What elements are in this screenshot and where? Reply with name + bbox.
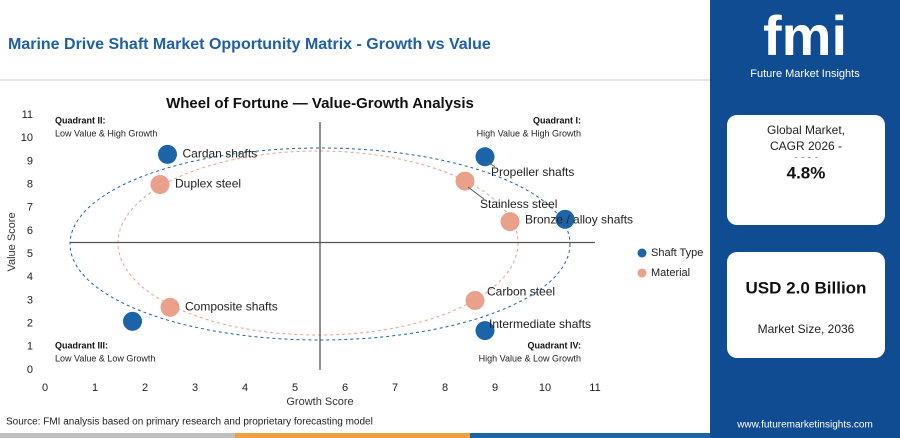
chart-title: Wheel of Fortune — Value-Growth Analysis: [166, 95, 474, 112]
y-tick-label: 5: [27, 248, 33, 260]
x-tick-label: 0: [42, 382, 48, 394]
data-point: [500, 212, 520, 232]
y-tick-label: 0: [27, 364, 33, 376]
point-label: Composite shafts: [185, 300, 278, 314]
x-tick-label: 3: [192, 382, 198, 394]
point-label: Stainless steel: [480, 197, 557, 211]
legend-marker: [637, 248, 647, 258]
data-point: [475, 321, 495, 341]
y-tick-label: 10: [21, 132, 33, 144]
card-label-box: Global Market, CAGR 2026 - 2036: [766, 123, 846, 158]
y-axis-label: Value Score: [6, 212, 18, 271]
stat-card: [727, 252, 885, 358]
x-tick-label: 7: [392, 382, 398, 394]
page-title: Marine Drive Shaft Market Opportunity Ma…: [8, 36, 491, 53]
point-label: Bronze / alloy shafts: [525, 212, 633, 226]
y-tick-label: 1: [27, 341, 33, 353]
quadrant-subtitle: High Value & Low Growth: [479, 353, 581, 363]
x-tick-label: 1: [92, 382, 98, 394]
point-label: Cardan shafts: [183, 147, 258, 161]
point-label: Propeller shafts: [491, 165, 574, 179]
y-tick-label: 3: [27, 294, 33, 306]
card-label: Global Market, CAGR 2026 - 2036: [766, 123, 846, 158]
x-tick-label: 6: [342, 382, 348, 394]
data-point: [555, 209, 575, 229]
data-point: [455, 171, 475, 191]
background: [0, 0, 710, 438]
x-tick-label: 4: [242, 382, 248, 394]
leader-line: [467, 186, 485, 200]
data-point: [158, 144, 177, 164]
quadrant-subtitle: Low Value & Low Growth: [55, 353, 155, 363]
logo-caption: Future Market Insights: [750, 68, 860, 80]
quadrant-title: Quadrant I:: [533, 115, 581, 125]
x-axis-label: Growth Score: [286, 396, 353, 408]
stat-card: [727, 115, 885, 225]
x-tick-label: 10: [539, 382, 551, 394]
point-label: Carbon steel: [487, 285, 555, 299]
y-tick-label: 4: [27, 271, 33, 283]
legend-label: Shaft Type: [651, 247, 703, 259]
legend-label: Material: [651, 267, 690, 279]
logo: fmi: [763, 4, 847, 67]
y-tick-label: 7: [27, 202, 33, 214]
footer-bar: [235, 433, 470, 438]
data-point: [475, 147, 495, 167]
point-label: Intermediate shafts: [489, 317, 591, 331]
footer-bar: [470, 433, 710, 438]
footer-bar: [0, 433, 235, 438]
y-tick-label: 6: [27, 225, 33, 237]
card-value: USD 2.0 Billion: [746, 278, 867, 297]
data-point: [465, 290, 485, 310]
source-note: Source: FMI analysis based on primary re…: [6, 417, 373, 428]
x-tick-label: 11: [589, 382, 600, 394]
quadrant-title: Quadrant III:: [55, 340, 108, 350]
y-tick-label: 9: [27, 155, 33, 167]
y-tick-label: 2: [27, 318, 33, 330]
legend-marker: [637, 268, 647, 278]
data-point: [150, 175, 170, 195]
x-tick-label: 9: [492, 382, 498, 394]
y-tick-label: 8: [27, 178, 33, 190]
x-tick-label: 8: [442, 382, 448, 394]
quadrant-title: Quadrant II:: [55, 115, 106, 125]
quadrant-subtitle: High Value & High Growth: [477, 128, 581, 138]
card-value: 4.8%: [787, 163, 826, 182]
footer-url: www.futuremarketinsights.com: [736, 420, 873, 431]
leader-line: [487, 162, 496, 168]
data-point: [160, 297, 180, 317]
point-label: Duplex steel: [175, 177, 241, 191]
card-label: Market Size, 2036: [758, 322, 855, 336]
quadrant-title: Quadrant IV:: [527, 340, 581, 350]
quadrant-subtitle: Low Value & High Growth: [55, 128, 157, 138]
y-tick-label: 11: [22, 109, 33, 121]
x-tick-label: 5: [292, 382, 298, 394]
x-tick-label: 2: [142, 382, 148, 394]
data-point: [123, 311, 142, 331]
ring-outer: [69, 147, 571, 341]
